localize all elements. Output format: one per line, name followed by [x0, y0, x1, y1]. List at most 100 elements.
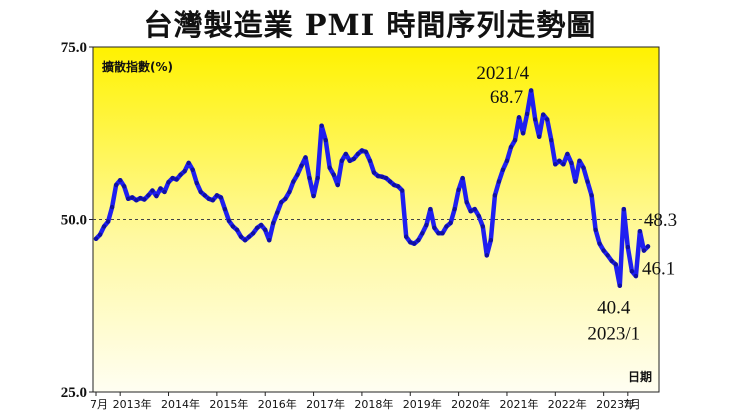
pmi-data-point	[271, 220, 276, 226]
pmi-data-point	[130, 195, 135, 200]
pmi-data-point	[279, 200, 284, 205]
pmi-data-point	[593, 227, 598, 233]
pmi-data-point	[516, 115, 522, 120]
pmi-data-point	[303, 155, 308, 160]
pmi-data-point	[641, 248, 647, 253]
pmi-data-point	[182, 169, 187, 174]
pmi-data-point	[359, 148, 365, 153]
x-tick-label: 7月	[623, 398, 641, 411]
pmi-data-point	[391, 182, 397, 188]
pmi-data-point	[565, 151, 570, 157]
pmi-data-point	[238, 234, 244, 239]
x-tick-label: 2021年	[499, 397, 538, 411]
pmi-data-point	[142, 197, 147, 202]
pmi-data-point	[432, 225, 437, 230]
pmi-data-point	[573, 179, 578, 184]
pmi-data-point	[508, 144, 514, 150]
pmi-data-point	[355, 151, 361, 157]
pmi-data-point	[448, 220, 453, 226]
x-tick-label: 2016年	[258, 397, 297, 411]
pmi-data-point	[363, 149, 369, 155]
chart-title: 台灣製造業 PMI 時間序列走勢圖	[143, 8, 597, 42]
pmi-data-point	[412, 241, 417, 246]
pmi-data-point	[186, 160, 191, 166]
pmi-data-point	[545, 117, 550, 122]
pmi-data-point	[170, 175, 175, 181]
pmi-data-point	[230, 224, 236, 229]
x-tick-label: 2017年	[306, 397, 345, 411]
pmi-data-point	[97, 232, 103, 237]
pmi-data-point	[569, 160, 574, 166]
pmi-data-point	[452, 206, 457, 212]
pmi-data-point	[138, 195, 143, 201]
pmi-data-point	[512, 137, 518, 143]
pmi-data-point	[246, 234, 252, 239]
pmi-data-point	[371, 170, 377, 175]
pmi-data-point	[561, 162, 566, 167]
pmi-data-point	[194, 180, 199, 186]
pmi-data-point	[408, 240, 413, 245]
pmi-data-point	[113, 182, 119, 188]
pmi-data-point	[605, 253, 610, 258]
annotation-label: 40.4	[597, 298, 631, 319]
pmi-data-point	[557, 158, 562, 164]
pmi-data-point	[379, 174, 385, 179]
pmi-data-point	[166, 180, 171, 185]
pmi-data-point	[218, 195, 224, 200]
pmi-data-point	[242, 238, 248, 243]
pmi-data-point	[464, 200, 469, 205]
pmi-data-point	[436, 231, 441, 236]
pmi-data-point	[311, 193, 316, 199]
pmi-data-point	[585, 179, 590, 184]
x-axis-label: 日期	[628, 369, 652, 384]
pmi-data-point	[109, 204, 115, 210]
pmi-data-point	[146, 193, 151, 198]
pmi-data-point	[287, 189, 292, 195]
pmi-data-point	[625, 244, 631, 250]
pmi-data-point	[351, 156, 357, 161]
pmi-data-point	[283, 196, 288, 201]
pmi-data-point	[299, 163, 304, 168]
annotation-label: 46.1	[642, 258, 675, 279]
pmi-data-point	[126, 196, 131, 201]
pmi-data-point	[190, 167, 195, 173]
pmi-data-point	[117, 177, 123, 183]
pmi-data-point	[331, 172, 336, 177]
pmi-data-point	[553, 162, 558, 167]
pmi-data-point	[101, 224, 107, 229]
pmi-data-point	[367, 158, 373, 164]
pmi-data-point	[323, 137, 328, 143]
pmi-data-point	[633, 273, 639, 279]
pmi-data-point	[500, 167, 506, 173]
pmi-data-point	[536, 134, 542, 139]
pmi-data-point	[263, 227, 268, 233]
pmi-data-point	[178, 172, 183, 177]
pmi-data-point	[162, 189, 167, 195]
x-tick-label: 2018年	[354, 397, 393, 411]
y-tick-label: 25.0	[61, 385, 87, 401]
annotation-label: 2023/1	[587, 324, 640, 345]
pmi-data-point	[637, 229, 643, 234]
pmi-data-point	[621, 206, 626, 212]
pmi-data-point	[549, 137, 554, 143]
pmi-data-point	[210, 197, 216, 203]
pmi-data-point	[206, 196, 212, 201]
x-tick-label: 7月	[90, 398, 108, 411]
pmi-data-point	[93, 236, 99, 242]
pmi-data-point	[307, 175, 312, 181]
pmi-data-point	[424, 222, 429, 228]
pmi-data-point	[202, 193, 207, 198]
pmi-data-point	[496, 179, 502, 184]
pmi-data-point	[480, 224, 485, 229]
pmi-data-point	[404, 234, 409, 239]
pmi-data-point	[275, 210, 280, 215]
pmi-data-point	[347, 158, 353, 164]
pmi-data-point	[472, 206, 477, 212]
pmi-data-point	[234, 227, 240, 233]
pmi-data-point	[601, 248, 606, 253]
pmi-data-point	[387, 179, 393, 184]
y-tick-label: 50.0	[61, 213, 87, 229]
annotation-label: 68.7	[490, 87, 523, 108]
pmi-data-point	[577, 158, 582, 164]
